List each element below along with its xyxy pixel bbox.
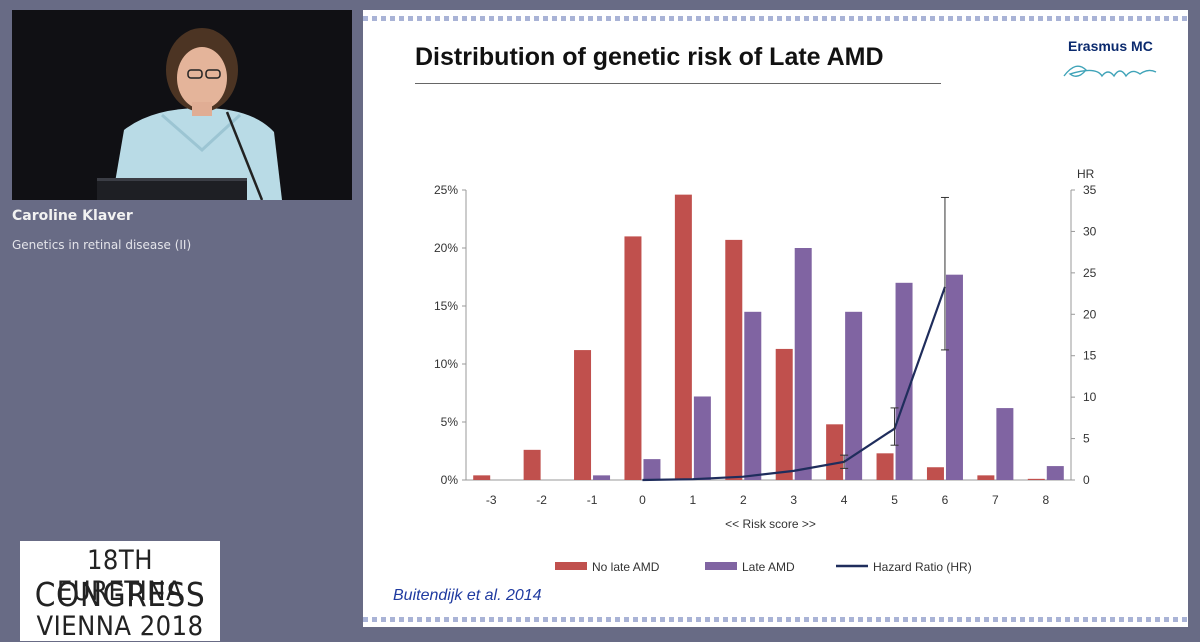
x-tick-label: 0 (639, 493, 646, 507)
slide: Distribution of genetic risk of Late AMD… (363, 10, 1188, 627)
y-tick-label-left: 25% (434, 183, 458, 197)
title-rule (415, 83, 941, 84)
bar-no-late-amd (473, 475, 491, 480)
bar-late-amd (1046, 466, 1064, 480)
speaker-name: Caroline Klaver (12, 208, 133, 224)
bar-late-amd (996, 408, 1014, 480)
x-tick-label: -1 (587, 493, 598, 507)
y-axis-label-right: HR (1077, 167, 1095, 181)
slide-border-bottom (363, 617, 1188, 622)
erasmus-mc-logo: Erasmus MC (1063, 38, 1178, 88)
bar-late-amd (744, 311, 762, 480)
legend-label: No late AMD (592, 560, 660, 574)
bar-no-late-amd (624, 236, 642, 480)
y-tick-label-left: 10% (434, 357, 458, 371)
talk-title: Genetics in retinal disease (II) (12, 238, 192, 252)
bar-no-late-amd (926, 467, 944, 480)
congress-logo-line1: 18TH EURETINA (56, 545, 184, 607)
congress-logo-line3: VIENNA 2018 (36, 611, 204, 642)
x-tick-label: 7 (992, 493, 999, 507)
y-tick-label-right: 0 (1083, 473, 1090, 487)
x-tick-label: 1 (690, 493, 697, 507)
y-tick-label-left: 15% (434, 299, 458, 313)
congress-logo-line2: CONGRESS (34, 575, 206, 614)
legend-swatch (555, 562, 587, 570)
brand-name: Erasmus MC (1068, 38, 1153, 54)
y-tick-label-right: 15 (1083, 349, 1097, 363)
legend-label: Late AMD (742, 560, 795, 574)
x-tick-label: -3 (486, 493, 497, 507)
bar-no-late-amd (876, 453, 894, 480)
bar-late-amd (794, 248, 812, 480)
y-tick-label-left: 5% (441, 415, 459, 429)
y-tick-label-right: 25 (1083, 266, 1097, 280)
congress-logo: 18TH EURETINA CONGRESS VIENNA 2018 (20, 541, 220, 642)
bar-no-late-amd (574, 350, 592, 480)
bar-late-amd (845, 311, 863, 480)
y-tick-label-left: 0% (441, 473, 459, 487)
y-tick-label-right: 10 (1083, 390, 1097, 404)
bar-late-amd (895, 282, 913, 480)
x-tick-label: 8 (1042, 493, 1049, 507)
bar-no-late-amd (674, 194, 692, 480)
x-tick-label: 2 (740, 493, 747, 507)
x-tick-label: -2 (536, 493, 547, 507)
citation: Buitendijk et al. 2014 (393, 587, 542, 604)
y-tick-label-right: 30 (1083, 224, 1097, 238)
slide-title: Distribution of genetic risk of Late AMD (415, 43, 884, 71)
bar-no-late-amd (523, 449, 541, 480)
y-tick-label-left: 20% (434, 241, 458, 255)
legend-label: Hazard Ratio (HR) (873, 560, 972, 574)
x-tick-label: 4 (841, 493, 848, 507)
bar-late-amd (945, 274, 963, 480)
slide-border-top (363, 16, 1188, 21)
x-tick-label: 6 (942, 493, 949, 507)
y-tick-label-right: 5 (1083, 432, 1090, 446)
speaker-image (12, 10, 352, 200)
bar-late-amd (693, 396, 711, 480)
x-tick-label: 5 (891, 493, 898, 507)
bar-no-late-amd (977, 475, 995, 480)
bar-no-late-amd (826, 424, 844, 480)
bar-no-late-amd (775, 348, 793, 480)
y-tick-label-right: 20 (1083, 307, 1097, 321)
bar-late-amd (593, 475, 611, 480)
bar-no-late-amd (725, 239, 743, 480)
legend-swatch (705, 562, 737, 570)
bar-late-amd (643, 459, 661, 480)
y-tick-label-right: 35 (1083, 183, 1097, 197)
bar-no-late-amd (1027, 478, 1045, 480)
x-axis-label: << Risk score >> (725, 517, 816, 531)
speaker-video (12, 10, 352, 200)
brand-signature-icon (1063, 65, 1157, 78)
x-tick-label: 3 (790, 493, 797, 507)
